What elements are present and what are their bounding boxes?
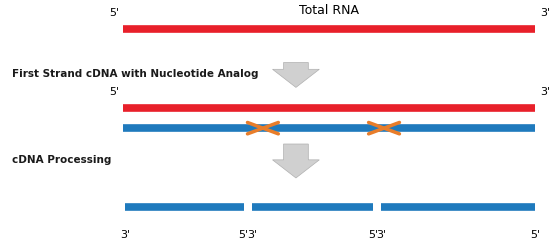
Text: 5': 5' <box>110 8 120 18</box>
Text: 5': 5' <box>239 230 249 240</box>
Text: First Strand cDNA with Nucleotide Analog: First Strand cDNA with Nucleotide Analog <box>12 69 259 79</box>
Text: Total RNA: Total RNA <box>299 4 359 17</box>
Text: 3': 3' <box>540 8 550 18</box>
Text: 3': 3' <box>376 230 386 240</box>
Text: cDNA Processing: cDNA Processing <box>12 155 112 165</box>
Text: 5': 5' <box>110 87 120 97</box>
Text: 3': 3' <box>247 230 257 240</box>
Text: 5': 5' <box>530 230 541 240</box>
Polygon shape <box>273 144 319 178</box>
Polygon shape <box>273 62 319 87</box>
Text: 5': 5' <box>368 230 378 240</box>
Text: 3': 3' <box>120 230 130 240</box>
Text: 3': 3' <box>540 87 550 97</box>
